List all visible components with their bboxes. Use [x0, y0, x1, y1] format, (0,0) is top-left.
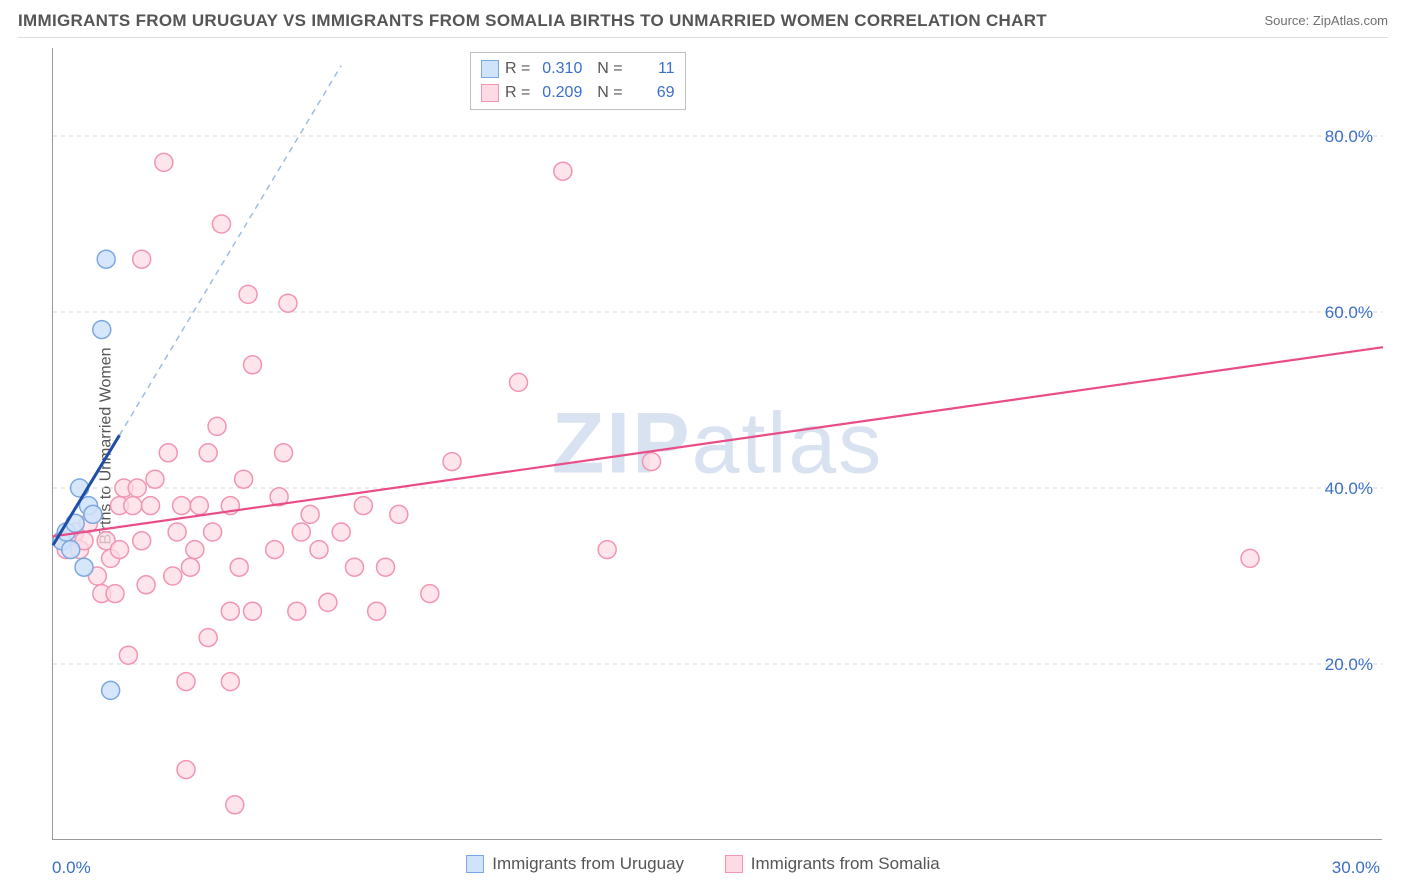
svg-text:80.0%: 80.0% [1325, 127, 1373, 146]
swatch-somalia-icon [481, 84, 499, 102]
stats-row-somalia: R = 0.209 N = 69 [481, 81, 675, 105]
chart-container: IMMIGRANTS FROM URUGUAY VS IMMIGRANTS FR… [0, 0, 1406, 892]
bottom-legend: Immigrants from Uruguay Immigrants from … [0, 854, 1406, 878]
stats-row-uruguay: R = 0.310 N = 11 [481, 57, 675, 81]
svg-text:40.0%: 40.0% [1325, 479, 1373, 498]
legend-item-somalia: Immigrants from Somalia [725, 854, 940, 874]
swatch-somalia-icon [725, 855, 743, 873]
n-label: N = [588, 81, 622, 105]
r-label: R = [505, 81, 530, 105]
title-bar: IMMIGRANTS FROM URUGUAY VS IMMIGRANTS FR… [18, 10, 1388, 38]
source-label: Source: ZipAtlas.com [1264, 13, 1388, 28]
chart-svg: 20.0% 40.0% 60.0% 80.0% [53, 48, 1382, 839]
n-value-somalia: 69 [629, 81, 675, 105]
r-value-somalia: 0.209 [536, 81, 582, 105]
stats-legend: R = 0.310 N = 11 R = 0.209 N = 69 [470, 52, 686, 110]
svg-text:20.0%: 20.0% [1325, 655, 1373, 674]
r-value-uruguay: 0.310 [536, 57, 582, 81]
n-label: N = [588, 57, 622, 81]
legend-label-uruguay: Immigrants from Uruguay [492, 854, 684, 874]
swatch-uruguay-icon [481, 60, 499, 78]
n-value-uruguay: 11 [629, 57, 675, 81]
legend-item-uruguay: Immigrants from Uruguay [466, 854, 684, 874]
r-label: R = [505, 57, 530, 81]
svg-text:60.0%: 60.0% [1325, 303, 1373, 322]
plot-area: ZIPatlas 20.0%40.0%60.0%80.0% [52, 48, 1382, 840]
legend-label-somalia: Immigrants from Somalia [751, 854, 940, 874]
chart-title: IMMIGRANTS FROM URUGUAY VS IMMIGRANTS FR… [18, 11, 1047, 31]
swatch-uruguay-icon [466, 855, 484, 873]
